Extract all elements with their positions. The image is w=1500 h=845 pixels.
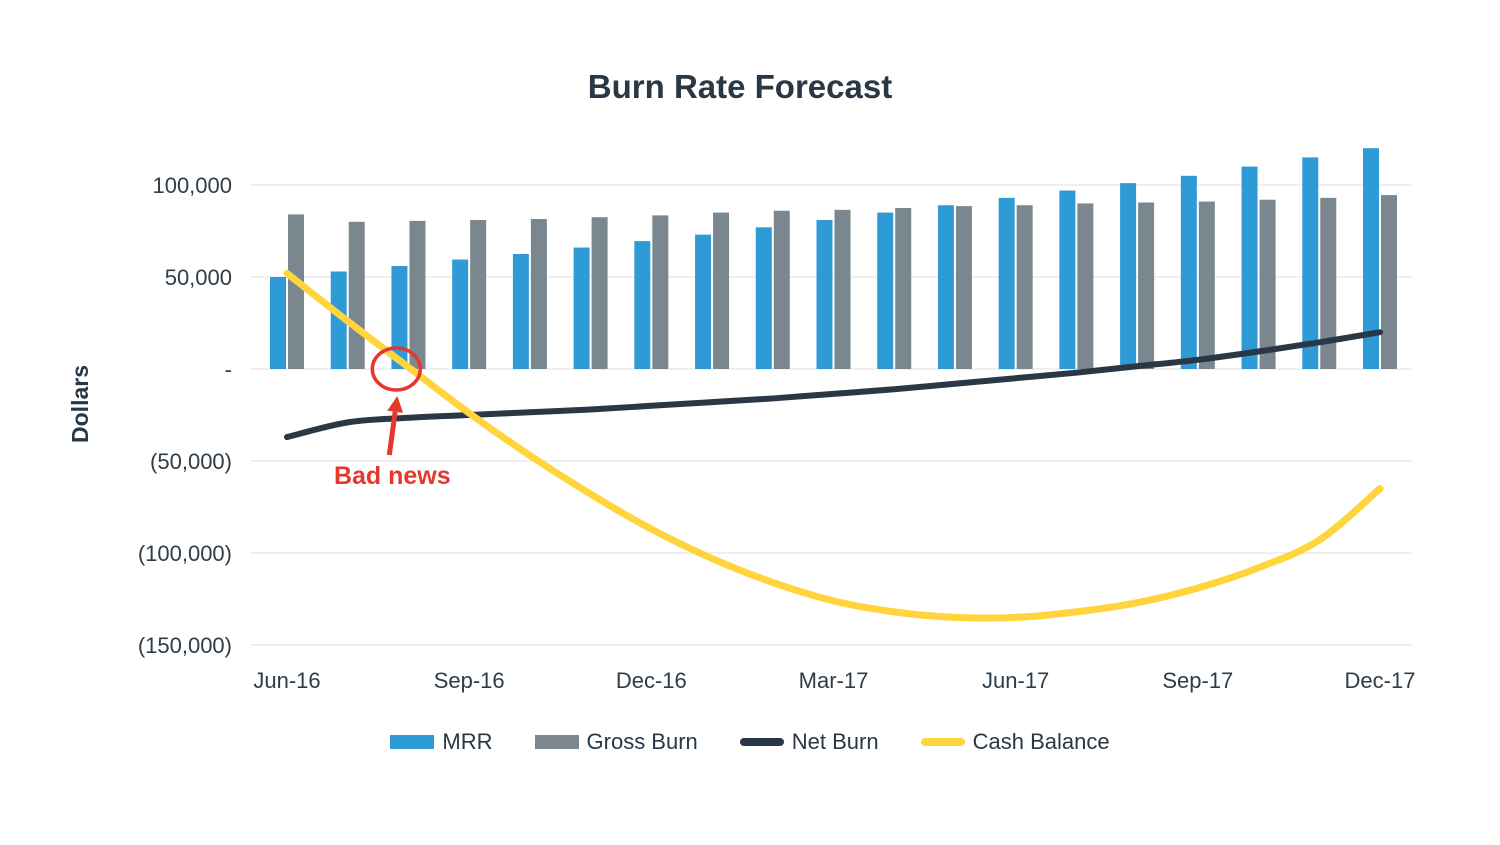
x-axis-tick-labels: Jun-16 Sep-16 Dec-16 Mar-17 Jun-17 Sep-17 Dec-… bbox=[253, 668, 1415, 693]
bar-mrr bbox=[1363, 148, 1379, 369]
bar-mrr bbox=[877, 212, 894, 369]
y-tick-label: - bbox=[225, 357, 232, 382]
bar-mrr bbox=[1302, 157, 1319, 369]
bar-series-group bbox=[270, 148, 1397, 369]
bar-gross-burn bbox=[773, 210, 790, 369]
bar-gross-burn bbox=[530, 219, 547, 369]
legend-item-cash-balance: Cash Balance bbox=[920, 729, 1110, 755]
legend-label-gross-burn: Gross Burn bbox=[586, 729, 698, 754]
chart-legend: MRR Gross Burn Net Burn Cash Balance bbox=[0, 729, 1500, 755]
x-tick-label: Dec-16 bbox=[616, 668, 687, 693]
legend-swatch-cash-balance bbox=[920, 738, 965, 746]
bar-gross-burn bbox=[895, 208, 912, 369]
bar-gross-burn bbox=[713, 212, 730, 369]
bar-mrr bbox=[1180, 175, 1197, 369]
bar-gross-burn bbox=[348, 221, 365, 369]
legend-item-gross-burn: Gross Burn bbox=[534, 729, 698, 755]
legend-label-cash-balance: Cash Balance bbox=[972, 729, 1110, 754]
y-tick-label: (100,000) bbox=[138, 541, 232, 566]
bar-gross-burn bbox=[1016, 205, 1033, 369]
legend-swatch-net-burn bbox=[739, 738, 784, 746]
bar-mrr bbox=[937, 205, 954, 369]
y-axis-title: Dollars bbox=[67, 365, 93, 443]
bar-gross-burn bbox=[1077, 203, 1094, 369]
y-tick-label: (150,000) bbox=[138, 633, 232, 658]
x-tick-label: Dec-17 bbox=[1345, 668, 1416, 693]
annotation-arrowhead bbox=[387, 396, 404, 413]
bar-gross-burn bbox=[470, 219, 487, 369]
y-axis-tick-labels: 100,000 50,000 - (50,000) (100,000) (150,000) bbox=[138, 173, 232, 658]
legend-swatch-mrr bbox=[390, 735, 435, 749]
bar-mrr bbox=[330, 271, 347, 369]
annotation-label: Bad news bbox=[334, 462, 451, 490]
bar-gross-burn bbox=[834, 209, 851, 369]
y-tick-label: (50,000) bbox=[150, 449, 232, 474]
bar-gross-burn bbox=[409, 220, 426, 369]
x-tick-label: Sep-16 bbox=[434, 668, 505, 693]
x-tick-label: Sep-17 bbox=[1162, 668, 1233, 693]
legend-item-net-burn: Net Burn bbox=[739, 729, 879, 755]
bar-mrr bbox=[634, 241, 651, 369]
x-tick-label: Jun-17 bbox=[982, 668, 1049, 693]
bar-mrr bbox=[816, 219, 833, 369]
bars-mrr bbox=[270, 148, 1379, 369]
bar-gross-burn bbox=[652, 215, 669, 369]
bar-mrr bbox=[391, 265, 408, 369]
bar-mrr bbox=[512, 254, 529, 369]
bar-gross-burn bbox=[1320, 197, 1337, 369]
legend-item-mrr: MRR bbox=[390, 729, 493, 755]
x-tick-label: Jun-16 bbox=[253, 668, 320, 693]
bar-gross-burn bbox=[591, 217, 608, 369]
x-tick-label: Mar-17 bbox=[799, 668, 869, 693]
chart-title: Burn Rate Forecast bbox=[588, 68, 892, 105]
bar-mrr bbox=[755, 227, 772, 369]
y-tick-label: 100,000 bbox=[152, 173, 232, 198]
legend-label-mrr: MRR bbox=[442, 729, 493, 754]
y-tick-label: 50,000 bbox=[165, 265, 232, 290]
bar-gross-burn bbox=[288, 214, 304, 369]
bar-mrr bbox=[573, 247, 590, 369]
legend-label-net-burn: Net Burn bbox=[791, 729, 879, 754]
bar-mrr bbox=[1120, 183, 1137, 369]
legend-swatch-gross-burn bbox=[534, 735, 579, 749]
bar-mrr bbox=[270, 277, 286, 369]
bar-mrr bbox=[998, 197, 1015, 369]
bar-mrr bbox=[452, 259, 469, 369]
line-cash-balance bbox=[283, 269, 1384, 622]
annotation-arrow bbox=[386, 411, 398, 456]
bar-mrr bbox=[695, 234, 712, 369]
bar-gross-burn bbox=[1381, 195, 1397, 369]
annotation-bad-news: Bad news bbox=[330, 346, 455, 494]
bar-gross-burn bbox=[955, 206, 972, 369]
annotation-circle bbox=[370, 346, 423, 392]
bar-mrr bbox=[1059, 190, 1076, 369]
bar-gross-burn bbox=[1198, 201, 1215, 369]
line-net-burn bbox=[284, 329, 1383, 441]
bar-mrr bbox=[1241, 166, 1258, 369]
bar-gross-burn bbox=[1259, 199, 1276, 369]
line-series-group bbox=[283, 269, 1384, 622]
bar-gross-burn bbox=[1138, 202, 1155, 369]
